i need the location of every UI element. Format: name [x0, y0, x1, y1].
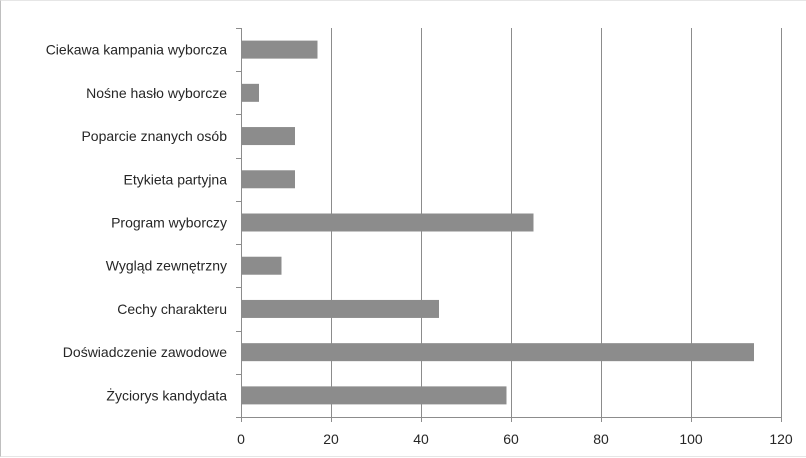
x-tick-label: 40	[413, 431, 429, 447]
bar	[242, 40, 318, 59]
category-label: Poparcie znanych osób	[81, 128, 227, 144]
category-label: Życiorys kandydata	[106, 386, 227, 403]
bar	[242, 170, 295, 189]
category-label: Program wyborczy	[111, 215, 227, 231]
x-tick-label: 120	[769, 431, 793, 447]
category-label: Cechy charakteru	[117, 301, 227, 317]
bar	[242, 213, 534, 232]
tick-labels: 0 20 40 60 80 100 120	[237, 431, 793, 447]
bar	[242, 127, 295, 146]
bar	[242, 343, 754, 362]
x-tick-label: 0	[237, 431, 245, 447]
category-label: Doświadczenie zawodowe	[63, 344, 227, 360]
bars	[242, 40, 754, 405]
category-label: Etykieta partyjna	[124, 171, 228, 187]
bar	[242, 83, 259, 102]
bar	[242, 299, 439, 318]
category-label: Ciekawa kampania wyborcza	[46, 42, 228, 58]
x-tick-label: 80	[593, 431, 609, 447]
x-tick-label: 60	[503, 431, 519, 447]
axes	[236, 28, 782, 422]
category-labels: Ciekawa kampania wyborcza Nośne hasło wyb…	[46, 42, 228, 404]
bar	[242, 386, 507, 405]
x-tick-label: 100	[679, 431, 703, 447]
category-label: Nośne hasło wyborcze	[86, 85, 227, 101]
x-tick-label: 20	[323, 431, 339, 447]
bar	[242, 256, 282, 275]
category-label: Wygląd zewnętrzny	[106, 258, 227, 274]
